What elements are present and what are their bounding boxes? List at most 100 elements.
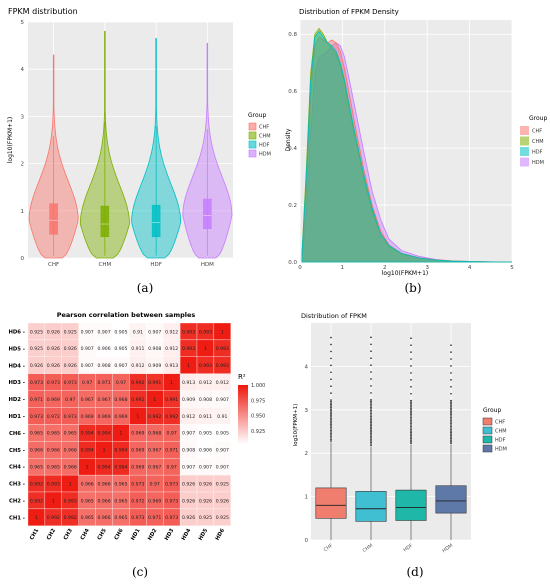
box-outlier-CHM (370, 426, 372, 428)
box-outlier-CHM (370, 441, 372, 444)
heatmap-row-label: CH2 - (9, 498, 25, 504)
heatmap-value: 0.969 (131, 431, 144, 437)
heatmap-value: 0.971 (148, 515, 161, 521)
heatmap-row-label: CH5 - (9, 448, 25, 454)
box-outlier-CHF (330, 399, 332, 401)
density-legend-label: HDF (532, 150, 543, 156)
heatmap-colorbar-label: 1.000 (251, 383, 265, 389)
heatmap-value: 0.965 (30, 431, 43, 437)
heatmap-colorbar-segment (238, 408, 248, 411)
box-outlier-HDF (410, 416, 412, 419)
heatmap-value: 0.926 (47, 363, 60, 369)
caption-a: (a) (137, 281, 154, 295)
heatmap-value: 0.969 (97, 414, 110, 420)
density-xtick-label: 0 (298, 265, 302, 271)
box-outlier-HDF (410, 434, 412, 437)
box-outlier-HDM (450, 402, 452, 405)
heatmap-value: 0.912 (165, 346, 178, 352)
heatmap-value: 0.907 (97, 329, 110, 335)
box-outlier-HDF (410, 425, 412, 428)
heatmap-value: 0.91 (217, 414, 227, 420)
heatmap-value: 0.992 (131, 380, 144, 386)
box-outlier-CHF (330, 357, 332, 360)
box-outlier-HDF (410, 433, 412, 435)
box-outlier-CHF (330, 350, 332, 353)
heatmap-value: 0.925 (216, 481, 229, 487)
box-outlier-CHF (330, 431, 332, 433)
density-plot-area: 0.0 0.2 0.4 0.6 0.8 0 1 2 3 4 5 CHF CHM HDF HDM (288, 20, 544, 271)
heatmap-value: 0.907 (199, 464, 212, 470)
heatmap-colorbar-segment (238, 431, 248, 434)
heatmap-value: 0.992 (47, 515, 60, 521)
box-outlier-CHM (370, 406, 372, 409)
box-outlier-CHM (370, 433, 372, 436)
box-legend-label: HDF (495, 438, 506, 444)
heatmap-value: 0.969 (131, 448, 144, 454)
box-outlier-CHF (330, 434, 332, 436)
heatmap-col-label: HD2 (147, 528, 159, 542)
box-legend-key (482, 417, 493, 426)
box-outlier-HDF (410, 442, 412, 445)
box-outlier-HDM (450, 358, 452, 360)
heatmap-value: 1 (52, 498, 55, 504)
heatmap-colorbar-segment (238, 437, 248, 440)
heatmap-colorbar-segment (238, 386, 248, 390)
heatmap-value: 0.965 (81, 515, 94, 521)
heatmap-value: 0.992 (148, 414, 161, 420)
box-outlier-CHF (330, 403, 332, 406)
heatmap-value: 0.966 (30, 448, 43, 454)
heatmap-row-label: HD1 - (8, 414, 25, 420)
box-outlier-HDM (450, 413, 452, 416)
violin-ytick-label: 5 (21, 20, 25, 26)
heatmap-row-label: CH3 - (9, 482, 25, 488)
heatmap-value: 0.912 (131, 363, 144, 369)
density-ytick-label: 0.4 (288, 146, 297, 152)
box-outlier-CHF (330, 412, 332, 415)
violin-box-HDF (151, 204, 161, 238)
violin-legend-label: CHF (259, 125, 269, 131)
box-legend-label: CHM (495, 429, 507, 435)
box-outlier-HDM (450, 418, 452, 420)
box-outlier-CHF (330, 420, 332, 423)
panel-c: Pearson correlation between samples R² H… (0, 295, 275, 581)
heatmap-value: 0.907 (81, 329, 94, 335)
heatmap-value: 0.966 (97, 481, 110, 487)
box-outlier-HDF (410, 436, 412, 438)
violin-xtick-label: CHM (99, 262, 112, 268)
heatmap-colorbar-segment (238, 415, 248, 419)
violin-ytick-label: 0 (21, 256, 25, 262)
box-body-HDF (395, 489, 427, 521)
heatmap-value: 0.905 (216, 431, 229, 437)
box-outlier-HDM (450, 365, 452, 367)
heatmap-value: 0.907 (81, 363, 94, 369)
box-outlier-CHM (370, 350, 372, 353)
box-outlier-HDM (450, 425, 452, 428)
density-ytick-label: 0.8 (288, 32, 297, 38)
heatmap-colorbar-segment (238, 396, 248, 400)
heatmap-value: 0.994 (81, 448, 94, 454)
violin-ylabel: log10(FPKM+1) (7, 117, 14, 164)
heatmap-value: 0.913 (182, 380, 195, 386)
heatmap-col-label: HD5 (198, 528, 210, 542)
heatmap-colorbar-segment (238, 429, 248, 432)
heatmap-value: 0.965 (81, 498, 94, 504)
heatmap-value: 0.971 (97, 380, 110, 386)
violin-panel-bg (28, 22, 233, 258)
heatmap-value: 0.993 (216, 363, 229, 369)
heatmap-col-label: HD4 (181, 528, 193, 542)
heatmap-value: 0.913 (165, 363, 178, 369)
box-outlier-CHF (330, 336, 332, 339)
violin-legend-key (248, 131, 257, 140)
heatmap-value: 0.905 (114, 329, 127, 335)
heatmap-colorbar-segment (238, 385, 248, 388)
violin-ytick-label: 4 (21, 67, 25, 73)
box-outlier-CHF (330, 406, 332, 409)
heatmap-value: 1 (86, 464, 89, 470)
heatmap-value: 0.911 (131, 346, 144, 352)
heatmap-cell (213, 508, 231, 526)
heatmap-col-label: CH6 (113, 528, 124, 542)
heatmap-value: 0.926 (182, 515, 195, 521)
box-outlier-CHF (330, 343, 332, 346)
violin-title: FPKM distribution (8, 7, 78, 16)
heatmap-value: 0.969 (81, 414, 94, 420)
